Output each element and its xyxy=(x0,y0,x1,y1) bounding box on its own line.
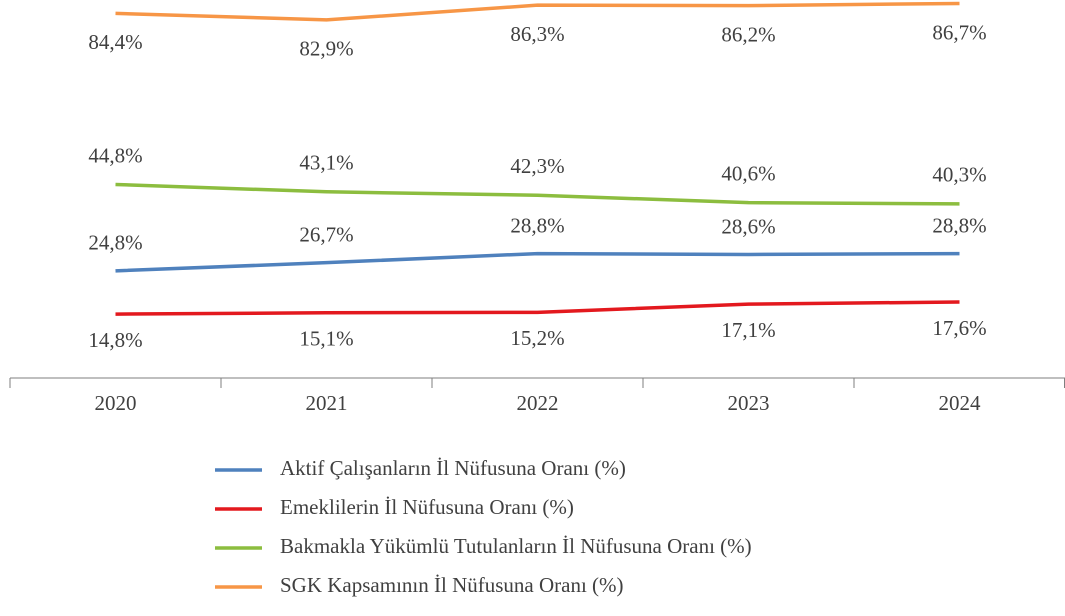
series-line xyxy=(115,1,960,22)
data-label: 14,8% xyxy=(88,328,142,352)
x-tick-label: 2022 xyxy=(517,391,559,415)
data-label: 82,9% xyxy=(299,37,353,61)
data-label: 15,1% xyxy=(299,327,353,351)
series-line xyxy=(115,300,960,316)
data-label: 28,8% xyxy=(932,213,986,237)
data-label: 40,6% xyxy=(721,161,775,185)
data-label: 42,3% xyxy=(510,154,564,178)
x-tick-label: 2021 xyxy=(306,391,348,415)
data-label: 44,8% xyxy=(88,143,142,167)
data-label: 43,1% xyxy=(299,151,353,175)
data-label: 26,7% xyxy=(299,222,353,246)
series-line xyxy=(115,182,960,206)
series-line xyxy=(115,251,960,273)
x-tick-label: 2023 xyxy=(728,391,770,415)
data-label: 15,2% xyxy=(510,326,564,350)
data-label: 28,8% xyxy=(510,213,564,237)
legend-label: Aktif Çalışanların İl Nüfusuna Oranı (%) xyxy=(280,456,626,480)
data-label: 17,1% xyxy=(721,318,775,342)
data-label: 86,3% xyxy=(510,22,564,46)
legend-label: Bakmakla Yükümlü Tutulanların İl Nüfusun… xyxy=(280,534,752,558)
data-label: 40,3% xyxy=(932,163,986,187)
data-label: 28,6% xyxy=(721,214,775,238)
data-label: 86,7% xyxy=(932,20,986,44)
data-label: 17,6% xyxy=(932,316,986,340)
legend-label: SGK Kapsamının İl Nüfusuna Oranı (%) xyxy=(280,573,624,597)
data-label: 24,8% xyxy=(88,231,142,255)
data-label: 84,4% xyxy=(88,30,142,54)
legend-label: Emeklilerin İl Nüfusuna Oranı (%) xyxy=(280,495,574,519)
x-tick-label: 2020 xyxy=(95,391,137,415)
data-label: 86,2% xyxy=(721,22,775,46)
x-tick-label: 2024 xyxy=(939,391,982,415)
